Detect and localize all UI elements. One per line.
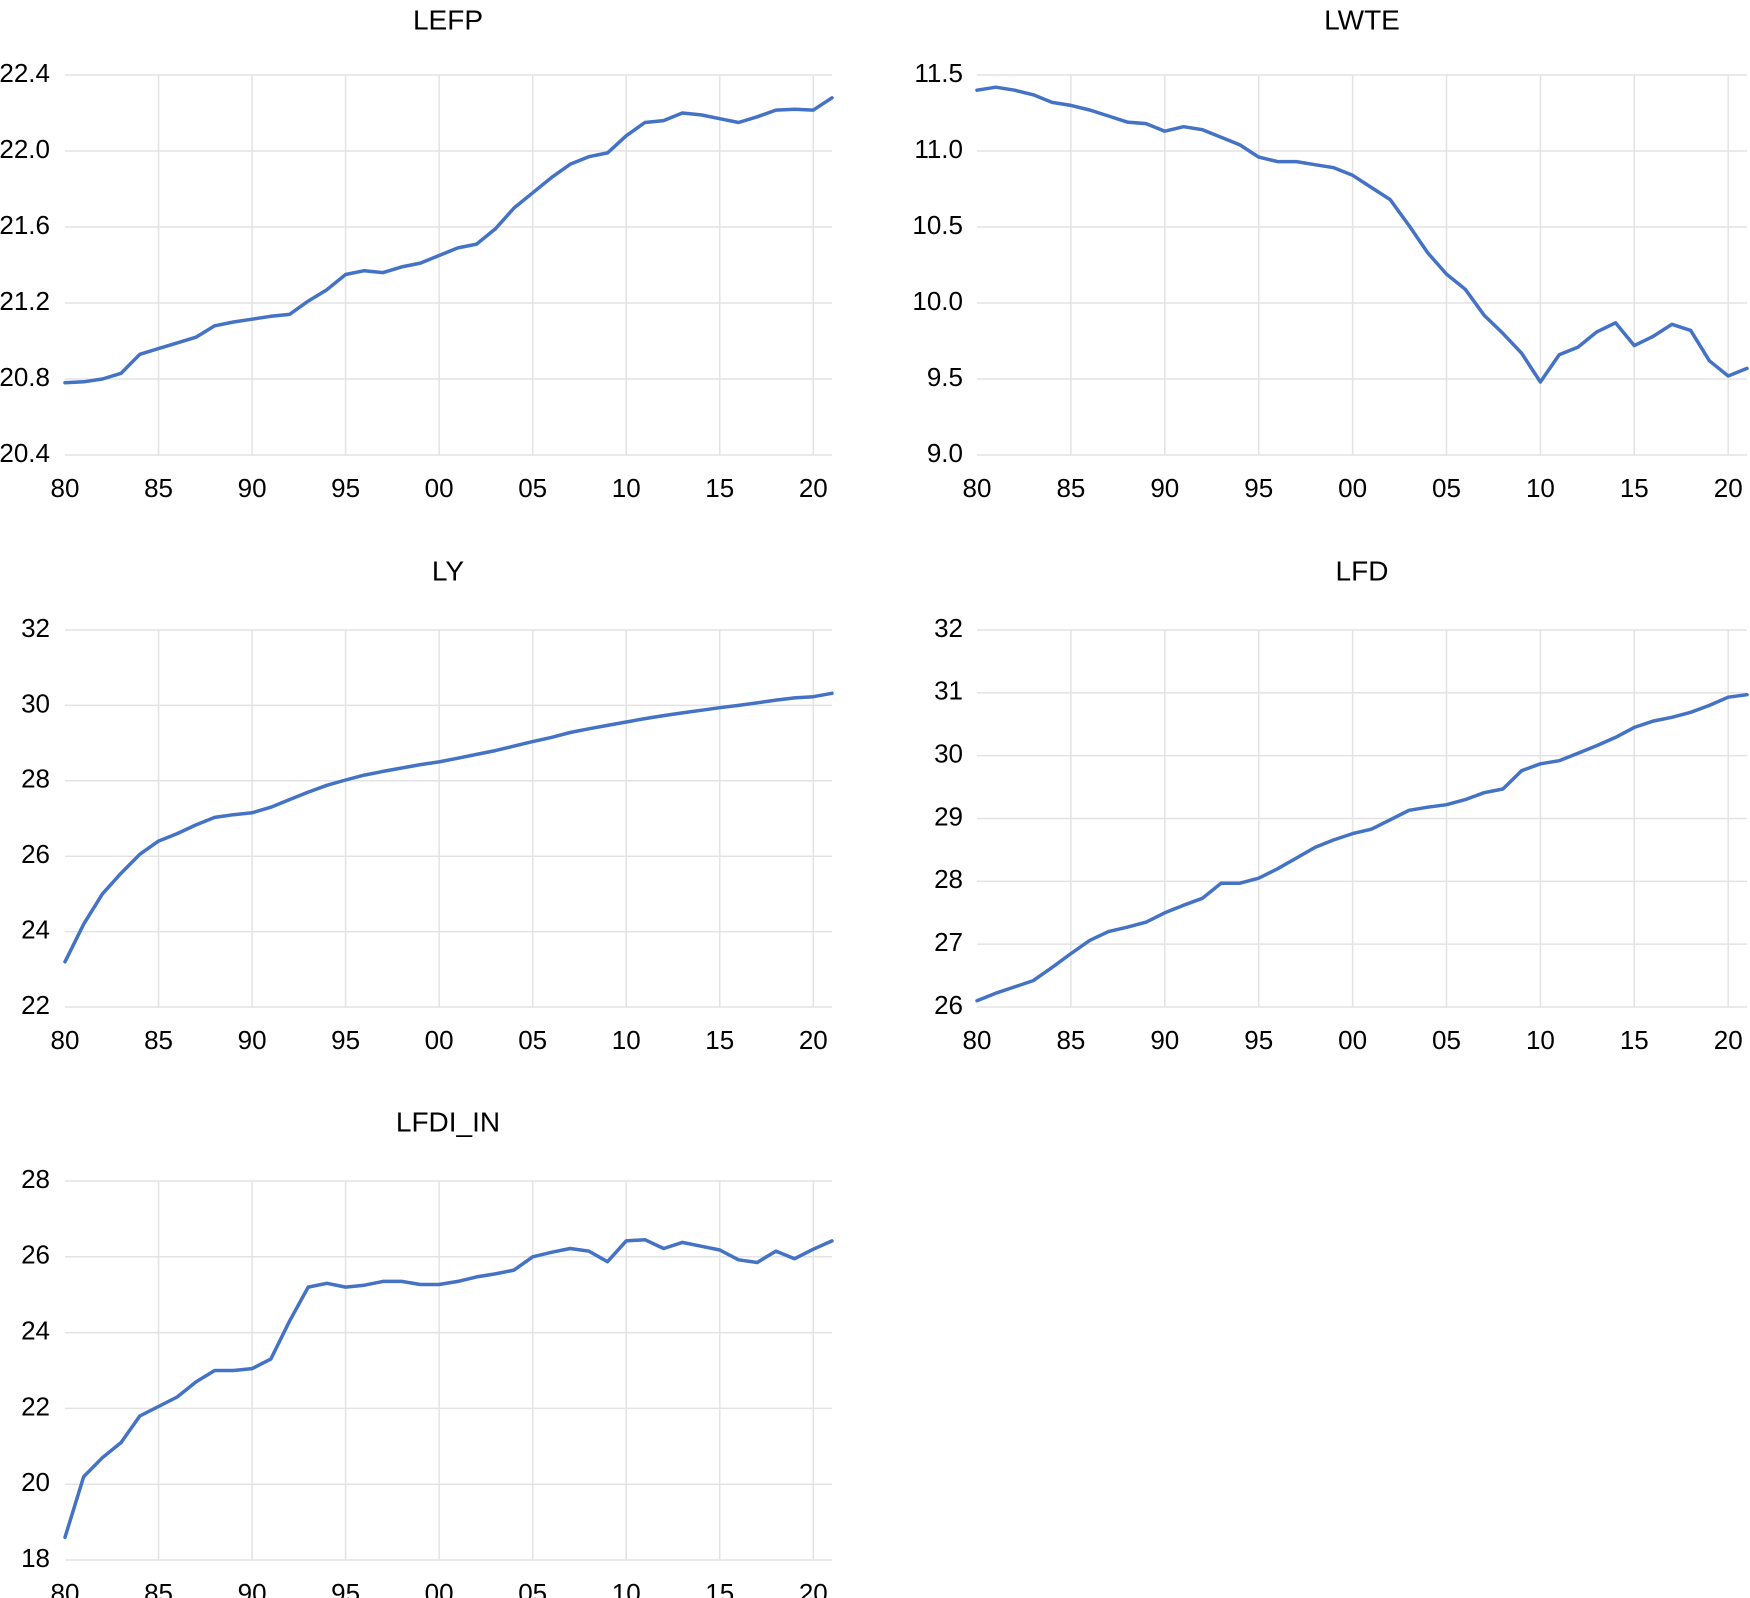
chart-panel-lwte: LWTE 9.0 9.5 10.0 10.5 11.0 11.5 80 85 90 95 00 05 10… (870, 0, 1750, 520)
chart-title-lfdi-in: LFDI_IN (396, 1106, 500, 1137)
chart-title-lwte: LWTE (1324, 4, 1400, 35)
y-tick-label: 9.0 (927, 438, 963, 468)
x-tick-label: 90 (1150, 473, 1179, 503)
x-tick-label: 20 (1714, 473, 1743, 503)
x-tick-label: 10 (612, 1025, 641, 1055)
x-tick-label: 20 (799, 1025, 828, 1055)
y-tick-label: 31 (934, 676, 963, 706)
y-tick-label: 28 (21, 1164, 50, 1194)
x-tick-label: 05 (518, 1025, 547, 1055)
x-tick-label: 05 (1432, 473, 1461, 503)
chart-svg-lfd: LFD 26 27 28 29 30 31 32 80 85 90 95 00 05 10 15 20 (934, 555, 1749, 1055)
chart-title-ly: LY (432, 555, 464, 586)
y-tick-label: 28 (21, 764, 50, 794)
x-tick-label: 20 (799, 473, 828, 503)
y-tick-label: 27 (934, 927, 963, 957)
x-tick-label: 15 (1620, 1025, 1649, 1055)
x-tick-label: 00 (1338, 1025, 1367, 1055)
x-tick-label: 00 (425, 473, 454, 503)
chart-panel-ly: LY 22 24 26 28 30 32 80 85 90 95 00 05 10 15 20 (0, 545, 870, 1065)
x-tick-label: 15 (705, 1025, 734, 1055)
x-tick-label: 10 (1526, 1025, 1555, 1055)
x-tick-label: 95 (331, 1025, 360, 1055)
x-tick-label: 10 (612, 1578, 641, 1598)
y-tick-label: 18 (21, 1543, 50, 1573)
y-tick-label: 10.0 (912, 286, 963, 316)
x-tick-label: 95 (1244, 1025, 1273, 1055)
y-tick-label: 22.4 (0, 58, 50, 88)
x-tick-label: 00 (425, 1025, 454, 1055)
x-tick-label: 05 (518, 1578, 547, 1598)
x-tick-label: 20 (1714, 1025, 1743, 1055)
series-line-lfd (975, 692, 1749, 1003)
y-tick-label: 32 (934, 613, 963, 643)
y-tick-label: 22 (21, 1391, 50, 1421)
x-tick-label: 05 (1432, 1025, 1461, 1055)
chart-svg-lfdi-in: LFDI_IN 18 20 22 24 26 28 80 85 90 95 00 05 10 15 20 (21, 1106, 834, 1598)
y-tick-label: 24 (21, 914, 50, 944)
y-tick-label: 28 (934, 864, 963, 894)
y-tick-label: 21.2 (0, 286, 50, 316)
y-tick-label: 30 (21, 688, 50, 718)
x-tick-label: 80 (51, 1025, 80, 1055)
x-tick-label: 95 (331, 473, 360, 503)
series-line-lefp (63, 96, 834, 385)
x-tick-label: 00 (1338, 473, 1367, 503)
x-tick-label: 90 (238, 1025, 267, 1055)
x-tick-label: 90 (238, 473, 267, 503)
x-tick-label: 20 (799, 1578, 828, 1598)
x-tick-label: 80 (51, 473, 80, 503)
series-line-lfdi-in (63, 1237, 834, 1540)
x-tick-label: 85 (144, 1025, 173, 1055)
y-tick-label: 10.5 (912, 210, 963, 240)
y-tick-label: 11.0 (914, 134, 963, 164)
y-tick-label: 21.6 (0, 210, 50, 240)
y-tick-label: 29 (934, 801, 963, 831)
x-tick-label: 85 (144, 473, 173, 503)
x-tick-label: 05 (518, 473, 547, 503)
x-tick-label: 80 (963, 1025, 992, 1055)
x-tick-label: 85 (144, 1578, 173, 1598)
y-tick-label: 32 (21, 613, 50, 643)
y-tick-label: 26 (21, 839, 50, 869)
y-tick-label: 26 (934, 990, 963, 1020)
x-tick-label: 80 (963, 473, 992, 503)
x-tick-label: 95 (1244, 473, 1273, 503)
x-tick-label: 15 (705, 473, 734, 503)
y-tick-label: 11.5 (914, 58, 963, 88)
y-tick-label: 9.5 (927, 362, 963, 392)
chart-svg-ly: LY 22 24 26 28 30 32 80 85 90 95 00 05 10 15 20 (21, 555, 834, 1055)
chart-svg-lwte: LWTE 9.0 9.5 10.0 10.5 11.0 11.5 80 85 90 95 00 05 10… (912, 4, 1749, 503)
chart-panel-lfd: LFD 26 27 28 29 30 31 32 80 85 90 95 00 05 10 15 20 (870, 545, 1750, 1065)
x-tick-label: 95 (331, 1578, 360, 1598)
x-tick-label: 00 (425, 1578, 454, 1598)
chart-title-lfd: LFD (1336, 555, 1389, 586)
x-tick-label: 15 (705, 1578, 734, 1598)
x-tick-label: 80 (51, 1578, 80, 1598)
chart-panel-lefp: LEFP 20.4 20.8 21.2 21.6 22.0 22.4 80 85 90 95 00 05… (0, 0, 870, 520)
y-tick-label: 20.8 (0, 362, 50, 392)
y-tick-label: 26 (21, 1240, 50, 1270)
y-tick-label: 22 (21, 990, 50, 1020)
x-tick-label: 90 (1150, 1025, 1179, 1055)
x-tick-label: 85 (1056, 1025, 1085, 1055)
chart-svg-lefp: LEFP 20.4 20.8 21.2 21.6 22.0 22.4 80 85 90 95 00 05… (0, 4, 834, 503)
y-tick-label: 20 (21, 1467, 50, 1497)
y-tick-label: 20.4 (0, 438, 50, 468)
y-tick-label: 24 (21, 1315, 50, 1345)
series-line-ly (63, 691, 834, 964)
x-tick-label: 85 (1056, 473, 1085, 503)
chart-title-lefp: LEFP (413, 4, 483, 35)
chart-panel-lfdi-in: LFDI_IN 18 20 22 24 26 28 80 85 90 95 00 05 10 15 20 (0, 1098, 870, 1598)
x-tick-label: 10 (1526, 473, 1555, 503)
y-tick-label: 30 (934, 739, 963, 769)
series-line-lwte (975, 85, 1749, 384)
y-tick-label: 22.0 (0, 134, 50, 164)
x-tick-label: 10 (612, 473, 641, 503)
x-tick-label: 90 (238, 1578, 267, 1598)
x-tick-label: 15 (1620, 473, 1649, 503)
